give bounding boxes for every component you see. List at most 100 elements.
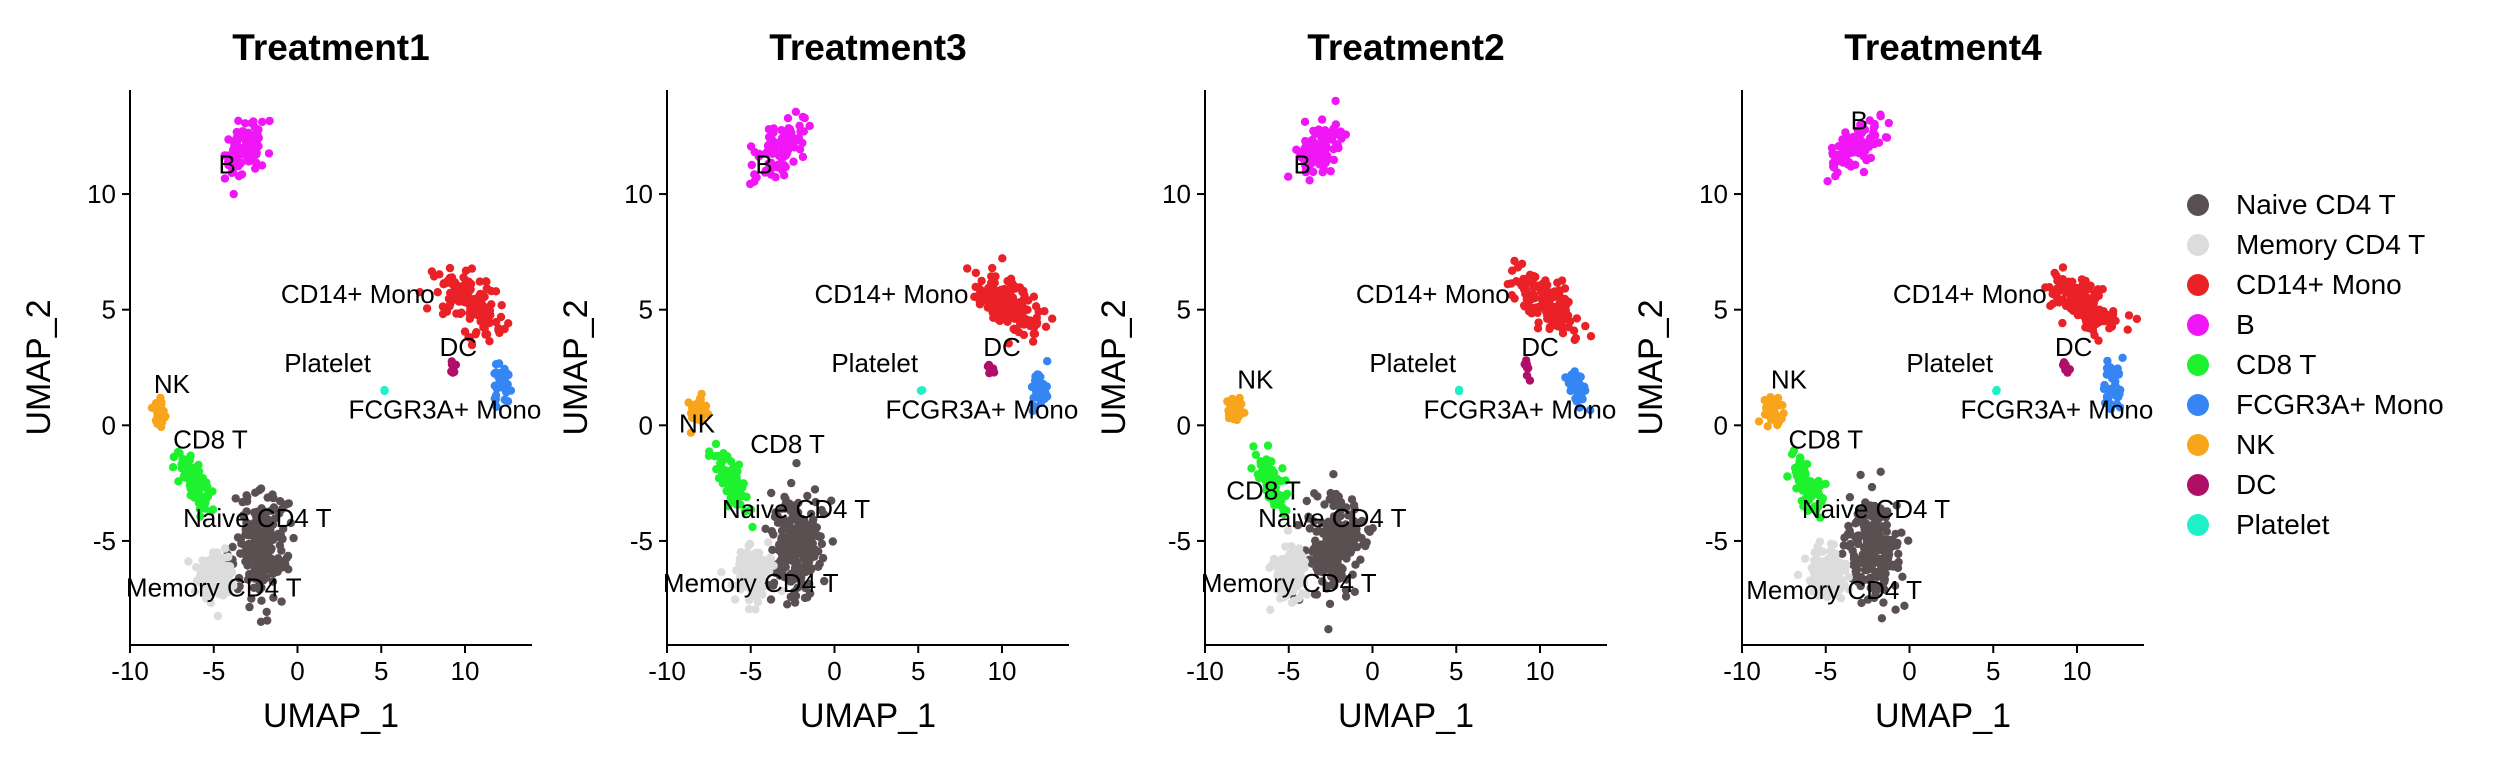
point-cd8-t <box>198 480 207 490</box>
point-b <box>1870 122 1879 131</box>
point-cd8-t <box>1801 471 1810 481</box>
point-fcgr3a-mono <box>1572 394 1581 403</box>
point-fcgr3a-mono <box>1561 373 1570 382</box>
point-cd8-t <box>748 522 757 532</box>
point-fcgr3a-mono <box>490 381 499 390</box>
point-b <box>1294 147 1304 156</box>
point-naive-cd4-t <box>231 494 240 503</box>
point-naive-cd4-t <box>820 576 829 586</box>
point-naive-cd4-t <box>1334 519 1343 529</box>
point-cd14-mono <box>2045 283 2054 292</box>
point-cd14-mono <box>1569 326 1579 335</box>
point-memory-cd4-t <box>764 538 773 547</box>
point-cd14-mono <box>497 301 506 310</box>
point-b <box>1842 132 1852 141</box>
point-fcgr3a-mono <box>2110 381 2120 391</box>
point-cd14-mono <box>422 304 432 313</box>
point-b <box>1305 176 1314 185</box>
point-cd8-t <box>1805 488 1815 498</box>
point-cd8-t <box>1267 457 1276 466</box>
point-cd14-mono <box>1041 322 1051 331</box>
point-cd8-t <box>203 492 213 501</box>
point-cd8-t <box>733 484 742 493</box>
point-cd14-mono <box>970 292 979 301</box>
point-naive-cd4-t <box>1891 605 1900 614</box>
cluster-label: Platelet <box>831 348 918 378</box>
legend-swatch <box>2187 354 2209 376</box>
point-fcgr3a-mono <box>491 400 500 409</box>
point-platelet <box>918 386 927 395</box>
point-cd14-mono <box>1510 256 1519 266</box>
point-cd14-mono <box>1581 321 1590 331</box>
point-cd8-t <box>191 488 201 497</box>
cluster-label: DC <box>983 332 1021 362</box>
point-b <box>1862 140 1871 149</box>
point-naive-cd4-t <box>1348 570 1357 579</box>
x-tick-label: 10 <box>2063 656 2092 686</box>
point-b <box>1318 147 1328 157</box>
point-cd14-mono <box>2073 310 2083 320</box>
point-naive-cd4-t <box>247 594 256 603</box>
point-cd14-mono <box>461 266 471 275</box>
point-b <box>785 124 795 134</box>
point-naive-cd4-t <box>780 492 789 502</box>
point-cd8-t <box>725 466 734 476</box>
y-tick-label: 10 <box>624 179 653 209</box>
point-b <box>777 141 787 150</box>
point-naive-cd4-t <box>1870 593 1879 603</box>
point-nk <box>1754 417 1764 426</box>
point-memory-cd4-t <box>190 587 200 596</box>
point-naive-cd4-t <box>815 559 824 569</box>
point-cd14-mono <box>989 313 998 322</box>
point-naive-cd4-t <box>766 595 776 604</box>
point-cd14-mono <box>1528 291 1537 300</box>
point-cd14-mono <box>478 316 487 326</box>
point-naive-cd4-t <box>1333 573 1342 582</box>
point-b <box>232 135 241 145</box>
x-axis-label: UMAP_1 <box>263 697 399 735</box>
point-memory-cd4-t <box>1829 562 1839 571</box>
point-b <box>1317 155 1326 164</box>
point-cd8-t <box>192 465 201 474</box>
point-naive-cd4-t <box>793 583 802 592</box>
point-cd8-t <box>1811 506 1821 516</box>
x-tick-label: -5 <box>1814 656 1837 686</box>
point-cd8-t <box>738 491 747 500</box>
point-cd8-t <box>1789 446 1799 455</box>
point-naive-cd4-t <box>1870 507 1880 516</box>
point-b <box>769 124 778 133</box>
cluster-label: Naive CD4 T <box>1802 494 1950 524</box>
point-naive-cd4-t <box>808 539 817 548</box>
point-nk <box>1773 420 1782 430</box>
x-axis-label: UMAP_1 <box>1338 697 1474 735</box>
y-tick-label: 5 <box>1177 295 1191 325</box>
cluster-label: B <box>219 149 236 179</box>
point-memory-cd4-t <box>748 575 757 585</box>
point-naive-cd4-t <box>1368 524 1377 533</box>
point-b <box>228 167 237 176</box>
cluster-label: FCGR3A+ Mono <box>885 394 1078 424</box>
y-tick-label: 10 <box>1699 179 1728 209</box>
point-fcgr3a-mono <box>1575 382 1584 391</box>
point-nk <box>157 418 167 427</box>
point-cd14-mono <box>1553 312 1562 321</box>
point-naive-cd4-t <box>1362 538 1371 547</box>
point-memory-cd4-t <box>1836 594 1846 603</box>
point-cd14-mono <box>1533 308 1542 318</box>
cluster-label: NK <box>1771 364 1808 394</box>
point-nk <box>1765 395 1774 404</box>
point-naive-cd4-t <box>250 532 260 542</box>
point-naive-cd4-t <box>1350 587 1360 596</box>
point-memory-cd4-t <box>1270 554 1279 564</box>
cluster-label: CD14+ Mono <box>281 279 435 309</box>
point-naive-cd4-t <box>1860 529 1870 539</box>
point-memory-cd4-t <box>229 581 238 590</box>
point-cd8-t <box>1282 489 1292 498</box>
point-naive-cd4-t <box>795 527 804 536</box>
point-cd8-t <box>192 473 201 482</box>
point-naive-cd4-t <box>797 514 807 524</box>
point-naive-cd4-t <box>267 519 277 528</box>
point-naive-cd4-t <box>811 497 820 507</box>
point-cd14-mono <box>1032 313 1042 322</box>
point-b <box>798 152 808 162</box>
